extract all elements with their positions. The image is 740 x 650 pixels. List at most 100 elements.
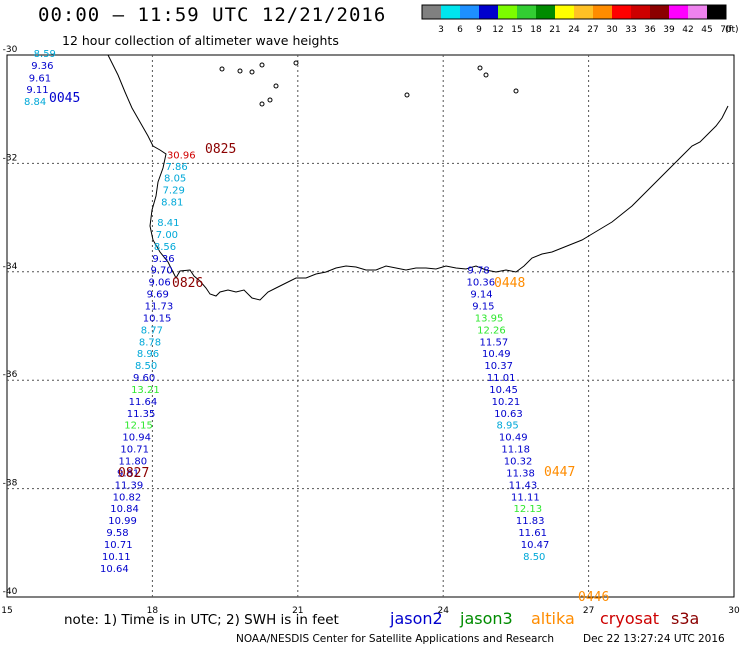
wave-height-value: 10.94 bbox=[122, 433, 151, 444]
wave-height-value: 8.77 bbox=[141, 325, 163, 336]
island-outline bbox=[513, 88, 519, 94]
wave-height-value: 13.95 bbox=[475, 313, 504, 324]
wave-height-value: 9.36 bbox=[152, 254, 174, 265]
wave-height-value: 11.80 bbox=[118, 457, 147, 468]
wave-height-value: 12.13 bbox=[513, 504, 542, 515]
wave-height-value: 10.15 bbox=[143, 313, 172, 324]
legend-swatch bbox=[688, 5, 707, 19]
pass-time-label: 0045 bbox=[49, 91, 80, 106]
legend-swatch bbox=[593, 5, 612, 19]
island-outline bbox=[483, 72, 489, 78]
wave-height-value: 9.69 bbox=[147, 290, 169, 301]
wave-height-value: 10.63 bbox=[494, 409, 523, 420]
wave-height-value: 8.50 bbox=[135, 361, 157, 372]
wave-height-value: 9.36 bbox=[31, 61, 53, 72]
wave-height-value: 9.15 bbox=[472, 301, 494, 312]
wave-height-value: 9.70 bbox=[150, 266, 172, 277]
wave-height-value: 10.71 bbox=[120, 445, 149, 456]
legend-swatch bbox=[498, 5, 517, 19]
wave-height-value: 10.49 bbox=[499, 433, 528, 444]
legend-swatch bbox=[555, 5, 574, 19]
wave-height-value: 8.95 bbox=[497, 421, 519, 432]
wave-height-value: 11.57 bbox=[480, 337, 509, 348]
wave-height-value: 10.64 bbox=[100, 564, 129, 575]
wave-height-value: 10.36 bbox=[466, 278, 495, 289]
wave-height-value: 10.32 bbox=[504, 457, 533, 468]
legend-tick-label: 18 bbox=[530, 25, 542, 35]
wave-height-value: 11.11 bbox=[511, 492, 540, 503]
wave-height-labels: 8.599.369.619.118.84 004530.967.868.057.2… bbox=[24, 49, 609, 605]
legend-swatch bbox=[441, 5, 460, 19]
wave-height-value: 30.96 bbox=[167, 150, 196, 161]
wave-height-value: 7.86 bbox=[165, 162, 187, 173]
x-tick-label: 30 bbox=[728, 606, 740, 616]
wave-height-value: 10.45 bbox=[489, 385, 518, 396]
island-outline bbox=[249, 69, 255, 75]
satellite-s3a: s3a bbox=[671, 609, 700, 628]
y-tick-label: -40 bbox=[3, 587, 18, 597]
wave-height-value: 9.78 bbox=[467, 266, 489, 277]
legend-swatch bbox=[631, 5, 650, 19]
wave-height-value: 8.59 bbox=[34, 49, 56, 60]
wave-height-value: 8.56 bbox=[154, 242, 176, 253]
wave-height-value: 11.35 bbox=[127, 409, 156, 420]
legend-tick-label: 70 bbox=[720, 25, 732, 35]
legend-tick-label: 6 bbox=[457, 25, 463, 35]
legend-unit: (ft) bbox=[725, 25, 739, 35]
legend-tick-label: 30 bbox=[606, 25, 618, 35]
wave-height-value: 8.84 bbox=[24, 97, 46, 108]
legend-swatch bbox=[460, 5, 479, 19]
legend-swatch bbox=[479, 5, 498, 19]
island-outline bbox=[219, 66, 225, 72]
note-text: note: 1) Time is in UTC; 2) SWH is in fe… bbox=[64, 612, 339, 628]
wave-height-value: 9.60 bbox=[133, 373, 155, 384]
wave-height-value: 13.21 bbox=[131, 385, 160, 396]
x-tick-label: 27 bbox=[583, 606, 594, 616]
legend-tick-label: 36 bbox=[644, 25, 656, 35]
wave-height-value: 11.61 bbox=[518, 528, 547, 539]
wave-height-value: 9.11 bbox=[26, 85, 48, 96]
wave-height-value: 11.43 bbox=[509, 480, 538, 491]
legend-swatch bbox=[574, 5, 593, 19]
page-subtitle: 12 hour collection of altimeter wave hei… bbox=[62, 33, 339, 48]
wave-height-value: 8.78 bbox=[139, 337, 161, 348]
footer-timestamp: Dec 22 13:27:24 UTC 2016 bbox=[583, 633, 725, 645]
page-title: 00:00 – 11:59 UTC 12/21/2016 bbox=[38, 4, 387, 26]
x-tick-label: 18 bbox=[147, 606, 159, 616]
legend-swatch bbox=[536, 5, 555, 19]
y-tick-label: -32 bbox=[3, 153, 18, 163]
legend-tick-label: 9 bbox=[476, 25, 482, 35]
wave-height-value: 11.38 bbox=[506, 468, 535, 479]
legend-tick-label: 39 bbox=[663, 25, 675, 35]
island-outline bbox=[477, 65, 483, 71]
color-legend: 3 6 9 12 15 18 21 24 27 30 33 36 39 42 45 70(ft) bbox=[421, 4, 739, 35]
wave-height-value: 10.37 bbox=[484, 361, 513, 372]
wave-height-value: 11.01 bbox=[487, 373, 516, 384]
wave-height-value: 9.06 bbox=[149, 278, 171, 289]
satellite-jason3: jason3 bbox=[460, 609, 513, 628]
y-tick-label: -38 bbox=[3, 479, 18, 489]
wave-height-value: 10.99 bbox=[108, 516, 137, 527]
legend-tick-label: 12 bbox=[492, 25, 503, 35]
x-tick-label: 24 bbox=[437, 606, 449, 616]
wave-height-value: 12.15 bbox=[124, 421, 153, 432]
legend-tick-label: 33 bbox=[625, 25, 636, 35]
legend-tick-label: 3 bbox=[438, 25, 444, 35]
legend-swatch bbox=[650, 5, 669, 19]
y-tick-label: -36 bbox=[3, 370, 18, 380]
island-outline bbox=[293, 60, 299, 66]
wave-height-value: 11.39 bbox=[115, 480, 144, 491]
legend-swatch bbox=[707, 5, 726, 19]
islands bbox=[219, 60, 519, 107]
y-tick-label: -30 bbox=[3, 45, 18, 55]
satellite-jason2: jason2 bbox=[390, 609, 443, 628]
wave-height-value: 8.41 bbox=[157, 218, 179, 229]
wave-height-value: 10.71 bbox=[104, 540, 133, 551]
island-outline bbox=[404, 92, 410, 98]
island-outline bbox=[259, 62, 265, 68]
wave-height-value: 8.96 bbox=[137, 349, 159, 360]
wave-height-value: 9.58 bbox=[106, 528, 128, 539]
south-africa-coastline bbox=[107, 54, 729, 301]
